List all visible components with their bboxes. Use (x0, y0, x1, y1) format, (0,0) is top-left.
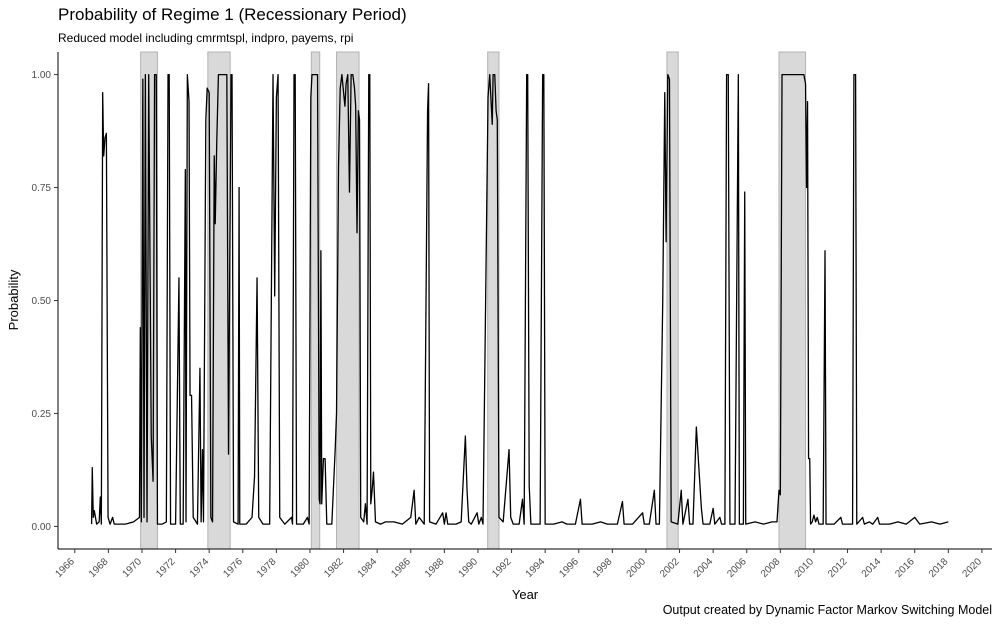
x-tick-label: 1994 (524, 556, 548, 580)
x-tick-label: 2004 (692, 556, 716, 580)
x-tick-label: 1980 (289, 556, 313, 580)
x-tick-label: 2010 (793, 556, 817, 580)
x-tick-label: 1978 (255, 556, 279, 580)
x-tick-label: 2008 (759, 556, 783, 580)
x-tick-label: 1982 (322, 556, 346, 580)
x-tick-label: 1998 (591, 556, 615, 580)
x-tick-label: 2020 (961, 556, 985, 580)
x-tick-label: 2000 (625, 556, 649, 580)
y-tick-label: 0.50 (32, 296, 52, 307)
y-tick-label: 1.00 (32, 70, 52, 81)
x-tick-label: 2006 (725, 556, 749, 580)
x-axis-title: Year (512, 587, 539, 602)
series-layer (90, 73, 949, 525)
x-tick-label: 1972 (154, 556, 178, 580)
x-tick-label: 1996 (557, 556, 581, 580)
y-tick-label: 0.25 (32, 409, 52, 420)
x-tick-label: 1974 (188, 556, 212, 580)
x-tick-label: 2014 (860, 556, 884, 580)
x-tick-label: 1992 (490, 556, 514, 580)
y-axis-title: Probability (6, 269, 21, 330)
x-tick-label: 1968 (87, 556, 111, 580)
x-tick-label: 2018 (927, 556, 951, 580)
recession-band (778, 51, 807, 550)
x-tick-label: 1984 (356, 556, 380, 580)
x-tick-label: 1966 (53, 556, 77, 580)
x-tick-label: 2002 (658, 556, 682, 580)
probability-line (90, 73, 949, 525)
chart-title: Probability of Regime 1 (Recessionary Pe… (58, 5, 407, 24)
recession-bands (140, 51, 807, 550)
chart-subtitle: Reduced model including cmrmtspl, indpro… (58, 31, 354, 45)
chart-caption: Output created by Dynamic Factor Markov … (662, 603, 992, 617)
x-tick-label: 1970 (121, 556, 145, 580)
recession-band (666, 51, 679, 550)
y-tick-label: 0.00 (32, 522, 52, 533)
x-tick-label: 2016 (893, 556, 917, 580)
x-tick-label: 1986 (389, 556, 413, 580)
tick-layer: 0.00 0.25 0.50 0.75 1.00 1966 1968 1970 1972 1974… (32, 70, 985, 580)
x-tick-label: 2012 (826, 556, 850, 580)
x-tick-label: 1976 (221, 556, 245, 580)
y-tick-label: 0.75 (32, 183, 52, 194)
x-tick-label: 1988 (423, 556, 447, 580)
x-tick-label: 1990 (457, 556, 481, 580)
